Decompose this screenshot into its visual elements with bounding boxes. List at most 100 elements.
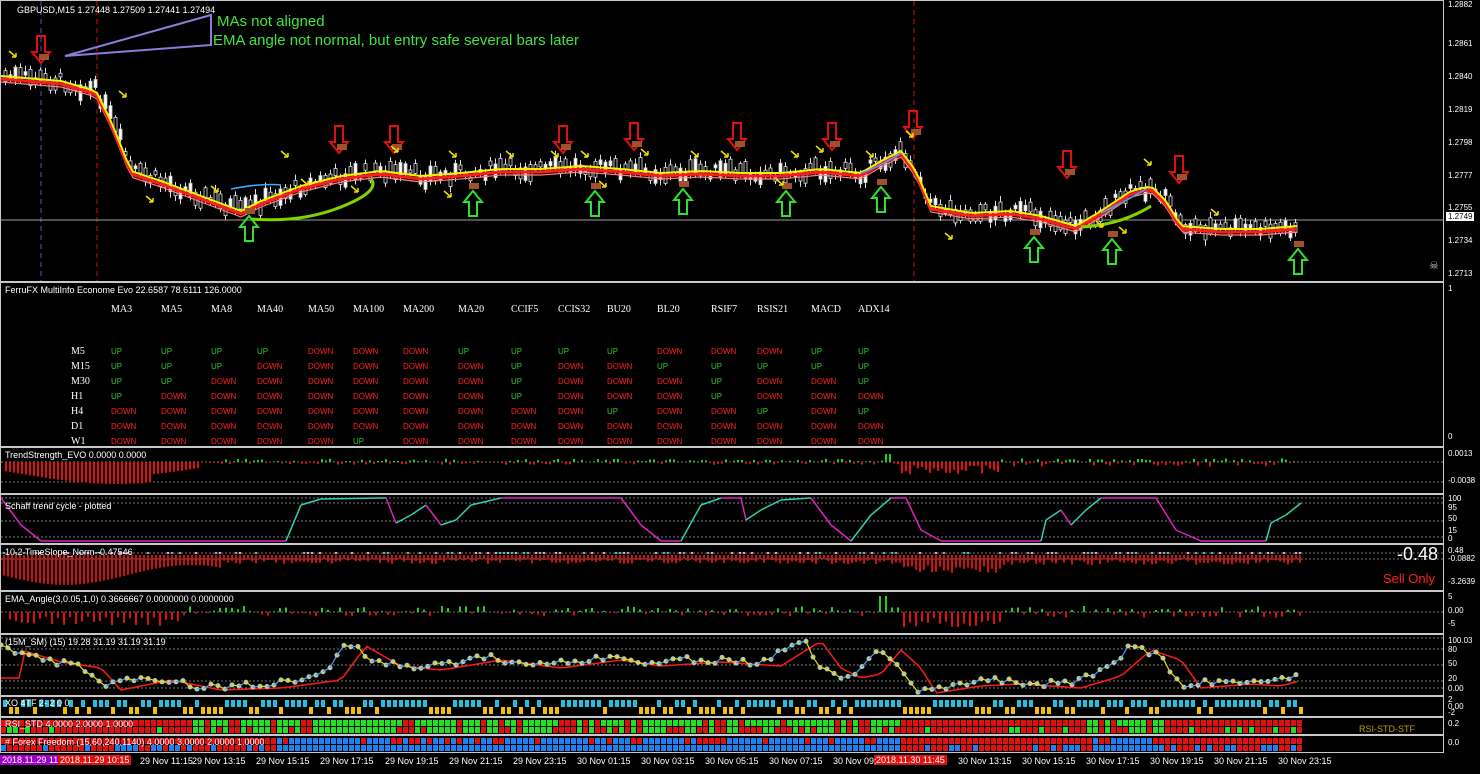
timeslope-bar: [827, 555, 829, 561]
ema-blue-line: [1101, 189, 1146, 213]
multiinfo-pane[interactable]: FerruFX MultiInfo Econome Evo 22.6587 78…: [0, 282, 1444, 447]
ff-block: [403, 745, 408, 751]
ff-block: [685, 745, 690, 751]
multiinfo-col-header: MA40: [257, 304, 283, 315]
rsistd-block: [955, 720, 960, 726]
timeslope-bar: [83, 555, 85, 584]
ff-block: [601, 745, 606, 751]
timeslope-bar: [1227, 555, 1229, 564]
ssm-pane[interactable]: (15M_SM) (15) 19.28 31.19 31.19 31.19: [0, 634, 1444, 696]
rsistd-block: [241, 720, 246, 726]
ff-block: [739, 738, 744, 744]
schaff-pane[interactable]: Schaff trend cycle - plotted: [0, 494, 1444, 544]
timeslope-dot: [559, 552, 561, 554]
rsistd-block: [511, 720, 516, 726]
candle-body: [1219, 224, 1222, 228]
timeslope-bar: [299, 555, 301, 562]
multiinfo-cell: UP: [607, 347, 618, 356]
ema-angle-bar: [1185, 612, 1187, 616]
ema-angle-bar: [1257, 606, 1259, 612]
ff-block: [307, 745, 312, 751]
timeslope-bar: [1175, 555, 1177, 561]
candle-body: [1264, 221, 1267, 226]
timeslope-dot: [1235, 552, 1237, 554]
ff-block: [403, 738, 408, 744]
ff-block: [301, 738, 306, 744]
trendstrength-pane[interactable]: TrendStrength_EVO 0.0000 0.0000: [0, 447, 1444, 494]
rsistd-block: [703, 720, 708, 726]
ssm-dot: [384, 662, 389, 667]
rsistd-block: [691, 720, 696, 726]
schaff-segment: [741, 498, 746, 520]
trendstrength-bar: [153, 462, 155, 474]
trendstrength-bar: [1081, 462, 1083, 463]
ff-block: [883, 745, 888, 751]
forexfreedom-pane[interactable]: # Forex Freedom (15,60,240,1140) 4.0000 …: [0, 735, 1444, 753]
xo-bar: [573, 700, 577, 707]
timeslope-bar: [635, 555, 637, 560]
xo-bar: [1107, 700, 1111, 707]
ff-block: [751, 738, 756, 744]
ff-block: [829, 738, 834, 744]
xo-bar: [1221, 700, 1225, 707]
trendstrength-bar: [381, 461, 383, 462]
ema-angle-bar: [393, 612, 395, 615]
xo-bar: [867, 700, 871, 707]
ff-block: [307, 738, 312, 744]
ema-angle-bar: [129, 612, 131, 618]
ema-angle-pane[interactable]: EMA_Angle(3,0.05,1,0) 0.3666667 0.000000…: [0, 591, 1444, 634]
time-axis[interactable]: 2018.11.29 11:15 2018.11.29 10:15 2018.1…: [0, 752, 1444, 774]
timeslope-pane[interactable]: 10.2 TimeSlope_Norm -0.47546 -0.48 Sell …: [0, 544, 1444, 591]
ema-angle-bar: [363, 607, 365, 612]
ff-block: [535, 738, 540, 744]
ff-block: [283, 745, 288, 751]
xo-bar: [435, 707, 439, 714]
schaff-segment: [701, 498, 721, 505]
trendstrength-bar: [169, 462, 171, 472]
rsistd-block: [1117, 720, 1122, 726]
rsistd-block: [1087, 727, 1092, 733]
timeslope-bar: [363, 555, 365, 560]
ff-block: [577, 738, 582, 744]
rsistd-block: [1285, 720, 1290, 726]
price-chart-pane[interactable]: GBPUSD,M15 1.27448 1.27509 1.27441 1.274…: [0, 0, 1444, 282]
rsistd-block: [871, 727, 876, 733]
ema-angle-bar: [1029, 607, 1031, 612]
timeslope-bar: [747, 555, 749, 562]
ema-angle-bar: [339, 608, 341, 612]
ema-angle-bar: [267, 612, 269, 615]
rsistd-block: [961, 727, 966, 733]
xo-bar: [1299, 707, 1303, 714]
timeslope-dot: [883, 552, 885, 554]
xo-tick-bottom: -2: [1448, 708, 1455, 717]
xo-pane[interactable]: XO 4TF 2- 2 0 0: [0, 696, 1444, 717]
ff-block: [421, 745, 426, 751]
xo-bar: [831, 700, 835, 707]
rsistd-block: [685, 727, 690, 733]
ema-angle-bar: [1143, 612, 1145, 617]
timeslope-bar: [811, 555, 813, 562]
trendstrength-bar: [61, 462, 63, 480]
ff-block: [637, 738, 642, 744]
rsistd-pane[interactable]: RSI_STD 4.0000 2.0000 1.0000 RSI-STD-STF: [0, 717, 1444, 735]
ema-angle-bar: [993, 612, 995, 624]
timeslope-dot: [615, 552, 617, 554]
timeslope-scale: 0.48 -0.0882 -3.2639: [1444, 544, 1480, 591]
rsistd-block: [145, 727, 150, 733]
rsistd-block: [967, 720, 972, 726]
ema-angle-bar: [543, 612, 545, 616]
ff-block: [781, 738, 786, 744]
ema-angle-bar: [633, 607, 635, 612]
timeslope-dot: [667, 552, 669, 554]
ema-angle-bar: [1179, 609, 1181, 612]
rsistd-block: [571, 720, 576, 726]
xo-bar: [639, 707, 643, 714]
xo-bar: [387, 700, 391, 707]
ssm-dot: [216, 683, 221, 688]
ff-block: [385, 738, 390, 744]
multiinfo-col-header: MA200: [403, 304, 434, 315]
timeslope-bar: [387, 555, 389, 562]
rsistd-block: [313, 720, 318, 726]
timeslope-dot: [1011, 552, 1013, 554]
